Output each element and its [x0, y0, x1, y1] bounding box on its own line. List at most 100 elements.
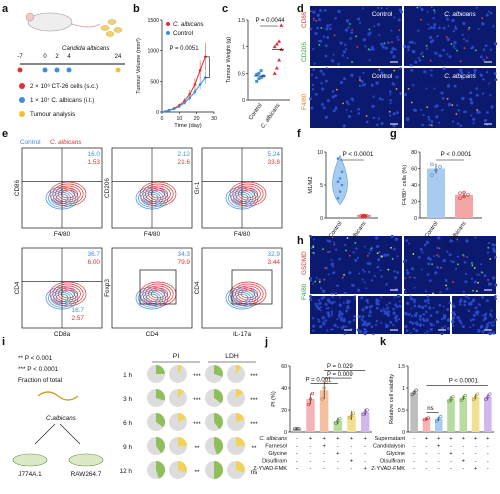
nucleus-dot: [331, 59, 335, 63]
nucleus-dot: [350, 97, 354, 101]
nucleus-dot: [408, 40, 412, 44]
treatment-row-label: Supernatant: [375, 436, 406, 442]
nucleus-dot: [436, 265, 440, 269]
stain-dot: [471, 264, 474, 267]
nucleus-dot: [413, 276, 416, 279]
nucleus-dot: [489, 313, 492, 316]
nucleus-dot: [435, 320, 440, 324]
stain-dot: [365, 115, 368, 117]
nucleus-dot: [342, 325, 345, 328]
stain-dot: [314, 280, 317, 283]
data-point: [430, 173, 434, 177]
nucleus-dot: [380, 71, 384, 75]
pie-slice: [178, 389, 185, 398]
bar: [306, 399, 315, 432]
nucleus-dot: [381, 98, 384, 101]
nucleus-dot: [414, 42, 417, 45]
data-point: [257, 77, 261, 81]
nucleus-dot: [340, 326, 343, 329]
bar: [434, 418, 443, 432]
stain-dot: [398, 29, 401, 32]
nucleus-dot: [375, 301, 379, 306]
data-point: [308, 397, 313, 401]
treatment-sign: -: [425, 459, 427, 465]
nucleus-dot: [451, 18, 455, 23]
stain-dot: [477, 281, 480, 284]
nucleus-dot: [356, 328, 360, 332]
nucleus-dot: [380, 122, 384, 126]
nucleus-dot: [459, 321, 463, 325]
nucleus-dot: [320, 287, 323, 290]
stain-dot: [416, 6, 419, 9]
nucleus-dot: [483, 118, 488, 123]
candida-hyphae-icon: [37, 391, 79, 401]
data-point: [471, 397, 476, 402]
treatment-sign: +: [462, 436, 466, 442]
nucleus-dot: [405, 329, 409, 332]
nucleus-dot: [332, 109, 336, 113]
nucleus-dot: [324, 54, 328, 58]
significance-label: **: [195, 469, 200, 476]
stain-dot: [322, 248, 325, 250]
timeline-tick: 24: [115, 54, 122, 60]
nucleus-dot: [459, 124, 463, 128]
arrow-line: [34, 423, 56, 445]
contour-control: [230, 290, 254, 306]
nucleus-dot: [491, 276, 496, 280]
nucleus-dot: [375, 81, 379, 85]
nucleus-dot: [370, 279, 374, 282]
nucleus-dot: [482, 77, 485, 81]
nucleus-dot: [362, 7, 365, 10]
nucleus-dot: [409, 332, 412, 335]
nucleus-dot: [463, 303, 466, 307]
stain-dot: [343, 273, 345, 276]
nucleus-dot: [492, 25, 495, 28]
data-point: [349, 413, 354, 418]
nucleus-dot: [377, 258, 381, 262]
nucleus-dot: [456, 316, 460, 320]
nucleus-dot: [375, 298, 379, 302]
y-tick-label: 1: [402, 386, 405, 392]
nucleus-dot: [331, 295, 334, 299]
stain-dot: [440, 266, 442, 269]
nucleus-dot: [413, 286, 416, 289]
nucleus-dot: [488, 331, 492, 336]
treatment-sign: -: [351, 451, 353, 457]
treatment-sign: -: [450, 466, 452, 472]
stain-label-cd86: CD86: [301, 11, 308, 28]
data-point: [178, 105, 181, 108]
stain-dot: [351, 61, 353, 63]
nucleus-dot: [427, 23, 430, 26]
data-point: [438, 165, 442, 169]
candida-cell-icon: [107, 19, 117, 25]
data-point: [255, 72, 259, 76]
nucleus-dot: [407, 313, 410, 316]
treatment-sign: -: [413, 459, 415, 465]
nucleus-dot: [481, 22, 485, 26]
nucleus-dot: [365, 120, 369, 124]
data-point: [437, 417, 441, 421]
nucleus-dot: [464, 12, 468, 16]
nucleus-dot: [481, 330, 485, 333]
nucleus-dot: [420, 305, 425, 310]
nucleus-dot: [467, 309, 471, 313]
y-axis-label: Tumour Volume (mm³): [136, 38, 142, 94]
nucleus-dot: [452, 45, 456, 48]
nucleus-dot: [368, 59, 371, 62]
violin-control: [332, 154, 348, 206]
nucleus-dot: [392, 124, 396, 128]
nucleus-dot: [403, 93, 407, 97]
stain-dot: [388, 110, 391, 113]
data-point: [338, 190, 342, 193]
nucleus-dot: [411, 321, 415, 325]
bar: [333, 421, 343, 432]
nucleus-dot: [326, 35, 330, 39]
nucleus-dot: [324, 302, 328, 306]
treatment-sign: +: [462, 459, 466, 465]
condition-label-control: Control: [372, 11, 393, 18]
nucleus-dot: [311, 88, 315, 91]
nucleus-dot: [406, 45, 411, 49]
flow-x-label: F4/80: [144, 231, 161, 238]
nucleus-dot: [476, 313, 479, 316]
flow-plot: 34.379.9 CD4 Foxp3: [104, 247, 193, 338]
